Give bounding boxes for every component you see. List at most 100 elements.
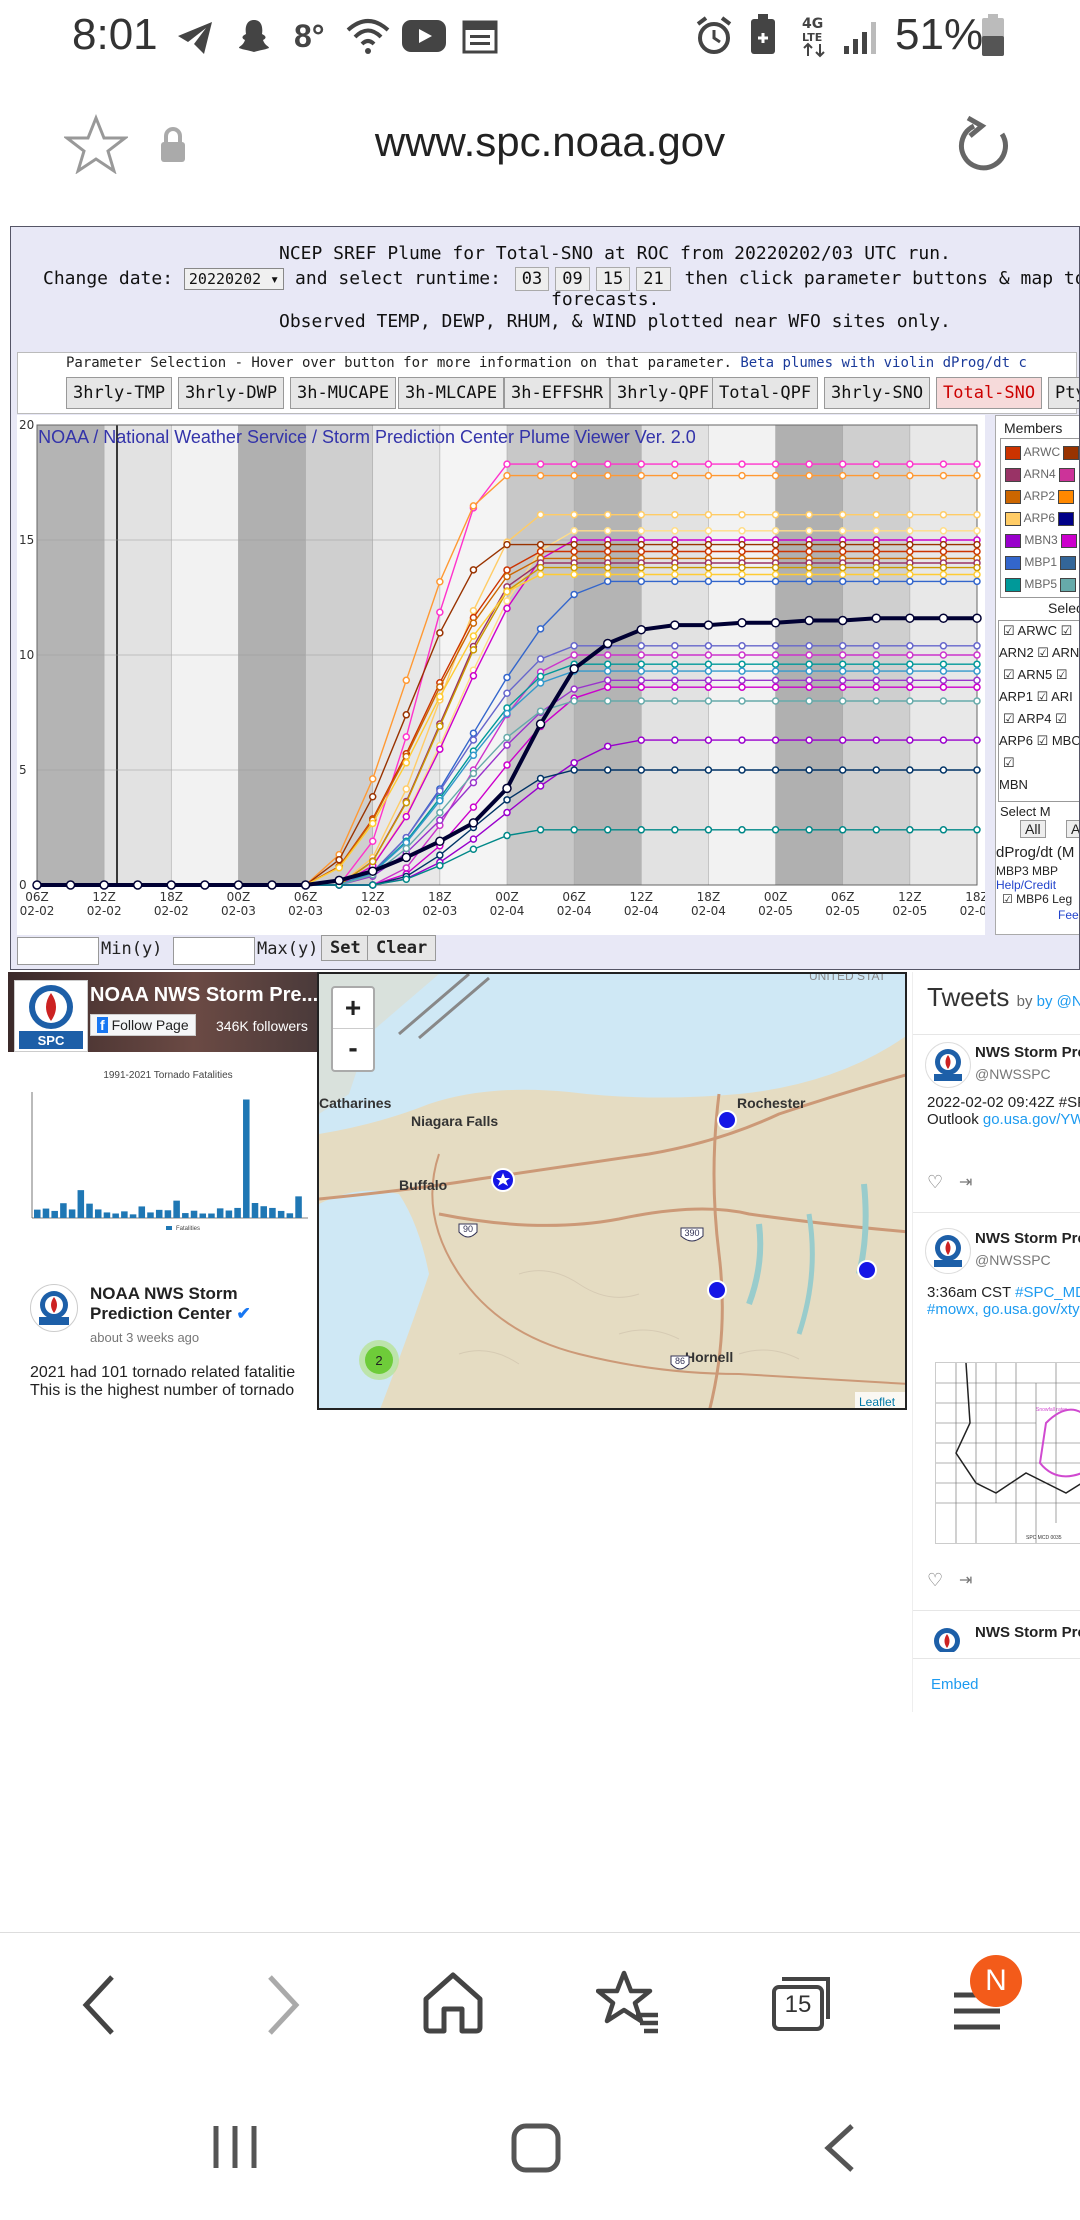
tabs-button[interactable]: 15 [772, 1975, 832, 2031]
like-icon[interactable]: ♡ [927, 1172, 944, 1192]
param-3hrly-sno-button[interactable]: 3hrly-SNO [824, 377, 931, 409]
site-map[interactable]: UNITED STAT Catharines Niagara Falls Buf… [317, 972, 907, 1410]
member-color-swatch-2 [1060, 577, 1077, 592]
fb-post-avatar[interactable] [30, 1284, 78, 1332]
home-icon[interactable] [420, 1969, 486, 2035]
fb-post-author[interactable]: NOAA NWS Storm Prediction Center ✔ [90, 1284, 251, 1323]
member-series-4-point [503, 604, 511, 613]
share-icon[interactable]: ⇥ [959, 1174, 973, 1191]
runtime-09-button[interactable]: 09 [555, 267, 590, 291]
beta-plumes-link[interactable]: Beta plumes with violin dProg/dt c [740, 355, 1027, 371]
param-3hrly-qpf-button[interactable]: 3hrly-QPF [610, 377, 717, 409]
leaflet-attribution[interactable]: Leaflet [859, 1395, 896, 1409]
x-tick-label-time: 06Z [294, 890, 318, 904]
fb-chart-bar [243, 1099, 250, 1218]
battery-percent: 51% [895, 10, 984, 59]
member-series-6-point [906, 547, 914, 556]
fb-chart-bar [155, 1209, 163, 1218]
clear-button[interactable]: Clear [367, 935, 437, 961]
fb-follow-button[interactable]: f Follow Page [90, 1014, 196, 1036]
runtime-15-button[interactable]: 15 [595, 267, 631, 291]
zoom-in-button[interactable]: + [333, 988, 373, 1029]
recent-apps-icon[interactable] [210, 2122, 260, 2172]
status-bar: 8:01 8° 4G LTE 51% [0, 0, 1080, 74]
tweet-avatar-1[interactable] [925, 1042, 971, 1088]
select-all-second-button[interactable]: A [1066, 820, 1079, 838]
member-series-1-point [671, 471, 679, 480]
param-3h-mucape-button[interactable]: 3h-MUCAPE [290, 377, 397, 409]
embed-link[interactable]: Embed [931, 1676, 979, 1693]
member-checkbox-row[interactable]: ☑ ARN5 ☑ [1003, 667, 1068, 682]
member-legend-item[interactable]: ARP6 [1005, 511, 1075, 526]
system-back-icon[interactable] [820, 2122, 860, 2174]
member-series-11-point [939, 577, 948, 586]
member-checkbox-row[interactable]: ☑ [1003, 755, 1015, 770]
profile-badge[interactable]: N [970, 1955, 1022, 2007]
runtime-21-button[interactable]: 21 [636, 267, 671, 291]
zoom-out-button[interactable]: - [348, 1032, 358, 1063]
param-total-qpf-button[interactable]: Total-QPF [712, 377, 819, 409]
param-3hrly-dwp-button[interactable]: 3hrly-DWP [178, 377, 285, 409]
param-3h-effshr-button[interactable]: 3h-EFFSHR [504, 377, 611, 409]
spc-logo[interactable]: SPC [14, 980, 88, 1052]
fb-post-image[interactable]: 1991-2021 Tornado Fatalities Fatalities [8, 1062, 318, 1262]
member-legend-item[interactable]: MBN3 [1005, 533, 1078, 548]
help-credit-link[interactable]: Help/Credit [996, 878, 1057, 892]
member-checkbox-row[interactable]: ☑ ARP4 ☑ [1003, 711, 1067, 726]
member-series-0-point [771, 460, 780, 468]
set-button[interactable]: Set [321, 935, 370, 961]
tweet-avatar-3[interactable] [925, 1622, 969, 1652]
member-checkbox-row[interactable]: ARP6 ☑ MBC [999, 733, 1080, 748]
member-checkbox-row[interactable]: MBN [999, 777, 1028, 792]
map-label-niagara-falls: Niagara Falls [411, 1113, 498, 1129]
url-text[interactable]: www.spc.noaa.gov [374, 118, 726, 165]
param-3hrly-tmp-button[interactable]: 3hrly-TMP [66, 377, 173, 409]
map-marker-east[interactable] [857, 1260, 877, 1280]
tweet-handle-2: @NWSSPC [975, 1252, 1051, 1268]
member-series-20-point [872, 766, 881, 774]
param-ptyp-button[interactable]: Ptyp [1048, 377, 1079, 409]
bookmark-star-icon[interactable] [64, 114, 128, 174]
mean-series-point [367, 866, 378, 876]
member-series-15-point [906, 667, 914, 675]
member-legend-item[interactable]: MBP1 [1005, 555, 1077, 570]
reload-icon[interactable] [952, 114, 1016, 178]
tweet-md-image[interactable]: Snowfall rates SPC MCD 0035 [935, 1362, 1080, 1544]
member-checkbox-row[interactable]: ARP1 ☑ ARI [999, 689, 1073, 704]
select-label: Select [1048, 600, 1079, 616]
system-home-icon[interactable] [510, 2122, 562, 2174]
tweet-author-3[interactable]: NWS Storm Pre [975, 1624, 1080, 1641]
tweet-author-2[interactable]: NWS Storm Pre [975, 1230, 1080, 1247]
like-icon-2[interactable]: ♡ [927, 1570, 944, 1590]
forward-icon[interactable] [258, 1973, 306, 2037]
member-legend-item[interactable]: ARWC [1005, 445, 1079, 460]
param-total-sno-button[interactable]: Total-SNO [936, 377, 1043, 409]
map-marker-south[interactable] [707, 1280, 727, 1300]
min-y-input[interactable] [17, 937, 99, 965]
member-checkbox-row[interactable]: ☑ ARWC ☑ [1003, 623, 1073, 638]
max-y-input[interactable] [173, 937, 255, 965]
back-icon[interactable] [76, 1973, 124, 2037]
bookmarks-icon[interactable] [596, 1969, 662, 2035]
member-legend-item[interactable]: ARN4 [1005, 467, 1076, 482]
member-series-9-point [570, 563, 578, 572]
tweet-avatar-2[interactable] [925, 1228, 971, 1274]
feedback-link[interactable]: Fee [1058, 908, 1079, 922]
param-3h-mlcape-button[interactable]: 3h-MLCAPE [398, 377, 505, 409]
member-series-11-point [469, 729, 478, 737]
member-checkbox-row[interactable]: ARN2 ☑ ARN [999, 645, 1080, 660]
tweet-author-1[interactable]: NWS Storm Pre [975, 1044, 1080, 1061]
member-legend-item[interactable]: ARP2 [1005, 489, 1075, 504]
tweets-by-link[interactable]: by @NWS [1036, 993, 1080, 1010]
select-all-button[interactable]: All [1020, 820, 1046, 838]
fb-page-name[interactable]: NOAA NWS Storm Pre... [90, 984, 318, 1006]
runtime-03-button[interactable]: 03 [514, 267, 550, 291]
mean-series-point [938, 613, 949, 623]
map-label-catharines: Catharines [319, 1095, 392, 1111]
member-legend-item[interactable]: MBP5 [1005, 577, 1077, 592]
share-icon-2[interactable]: ⇥ [959, 1572, 973, 1589]
facebook-widget: SPC NOAA NWS Storm Pre... f Follow Page … [8, 972, 318, 1404]
member-series-19-point [704, 736, 713, 744]
map-marker-rochester[interactable] [717, 1110, 737, 1130]
date-select[interactable]: 20220202 ▾ [183, 268, 285, 290]
